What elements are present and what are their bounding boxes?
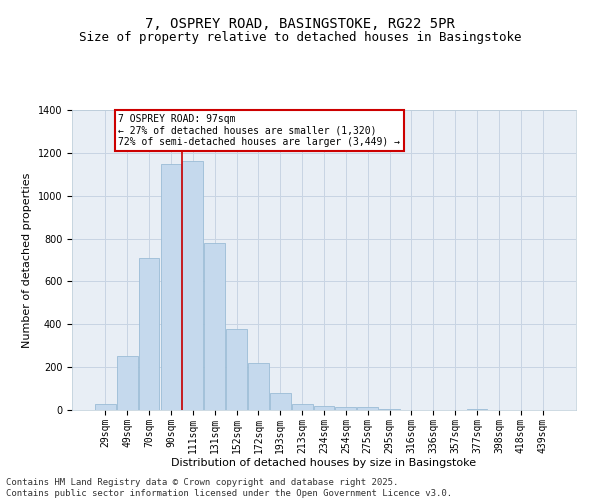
Bar (226, 328, 247, 410)
Bar (248, 363, 269, 410)
Bar (117, 356, 137, 410)
Bar (204, 243, 225, 410)
Text: 7, OSPREY ROAD, BASINGSTOKE, RG22 5PR: 7, OSPREY ROAD, BASINGSTOKE, RG22 5PR (145, 18, 455, 32)
Text: Size of property relative to detached houses in Basingstoke: Size of property relative to detached ho… (79, 31, 521, 44)
Text: Contains HM Land Registry data © Crown copyright and database right 2025.
Contai: Contains HM Land Registry data © Crown c… (6, 478, 452, 498)
Bar (467, 409, 487, 410)
Bar (314, 406, 334, 410)
Bar (292, 404, 313, 410)
X-axis label: Distribution of detached houses by size in Basingstoke: Distribution of detached houses by size … (172, 458, 476, 468)
Text: 7 OSPREY ROAD: 97sqm
← 27% of detached houses are smaller (1,320)
72% of semi-de: 7 OSPREY ROAD: 97sqm ← 27% of detached h… (118, 114, 400, 148)
Bar (335, 407, 356, 410)
Bar (270, 393, 290, 410)
Bar (161, 164, 181, 410)
Bar (139, 258, 160, 410)
Bar (182, 162, 203, 410)
Y-axis label: Number of detached properties: Number of detached properties (22, 172, 32, 348)
Bar (358, 407, 378, 410)
Bar (379, 409, 400, 410)
Bar (95, 404, 116, 410)
